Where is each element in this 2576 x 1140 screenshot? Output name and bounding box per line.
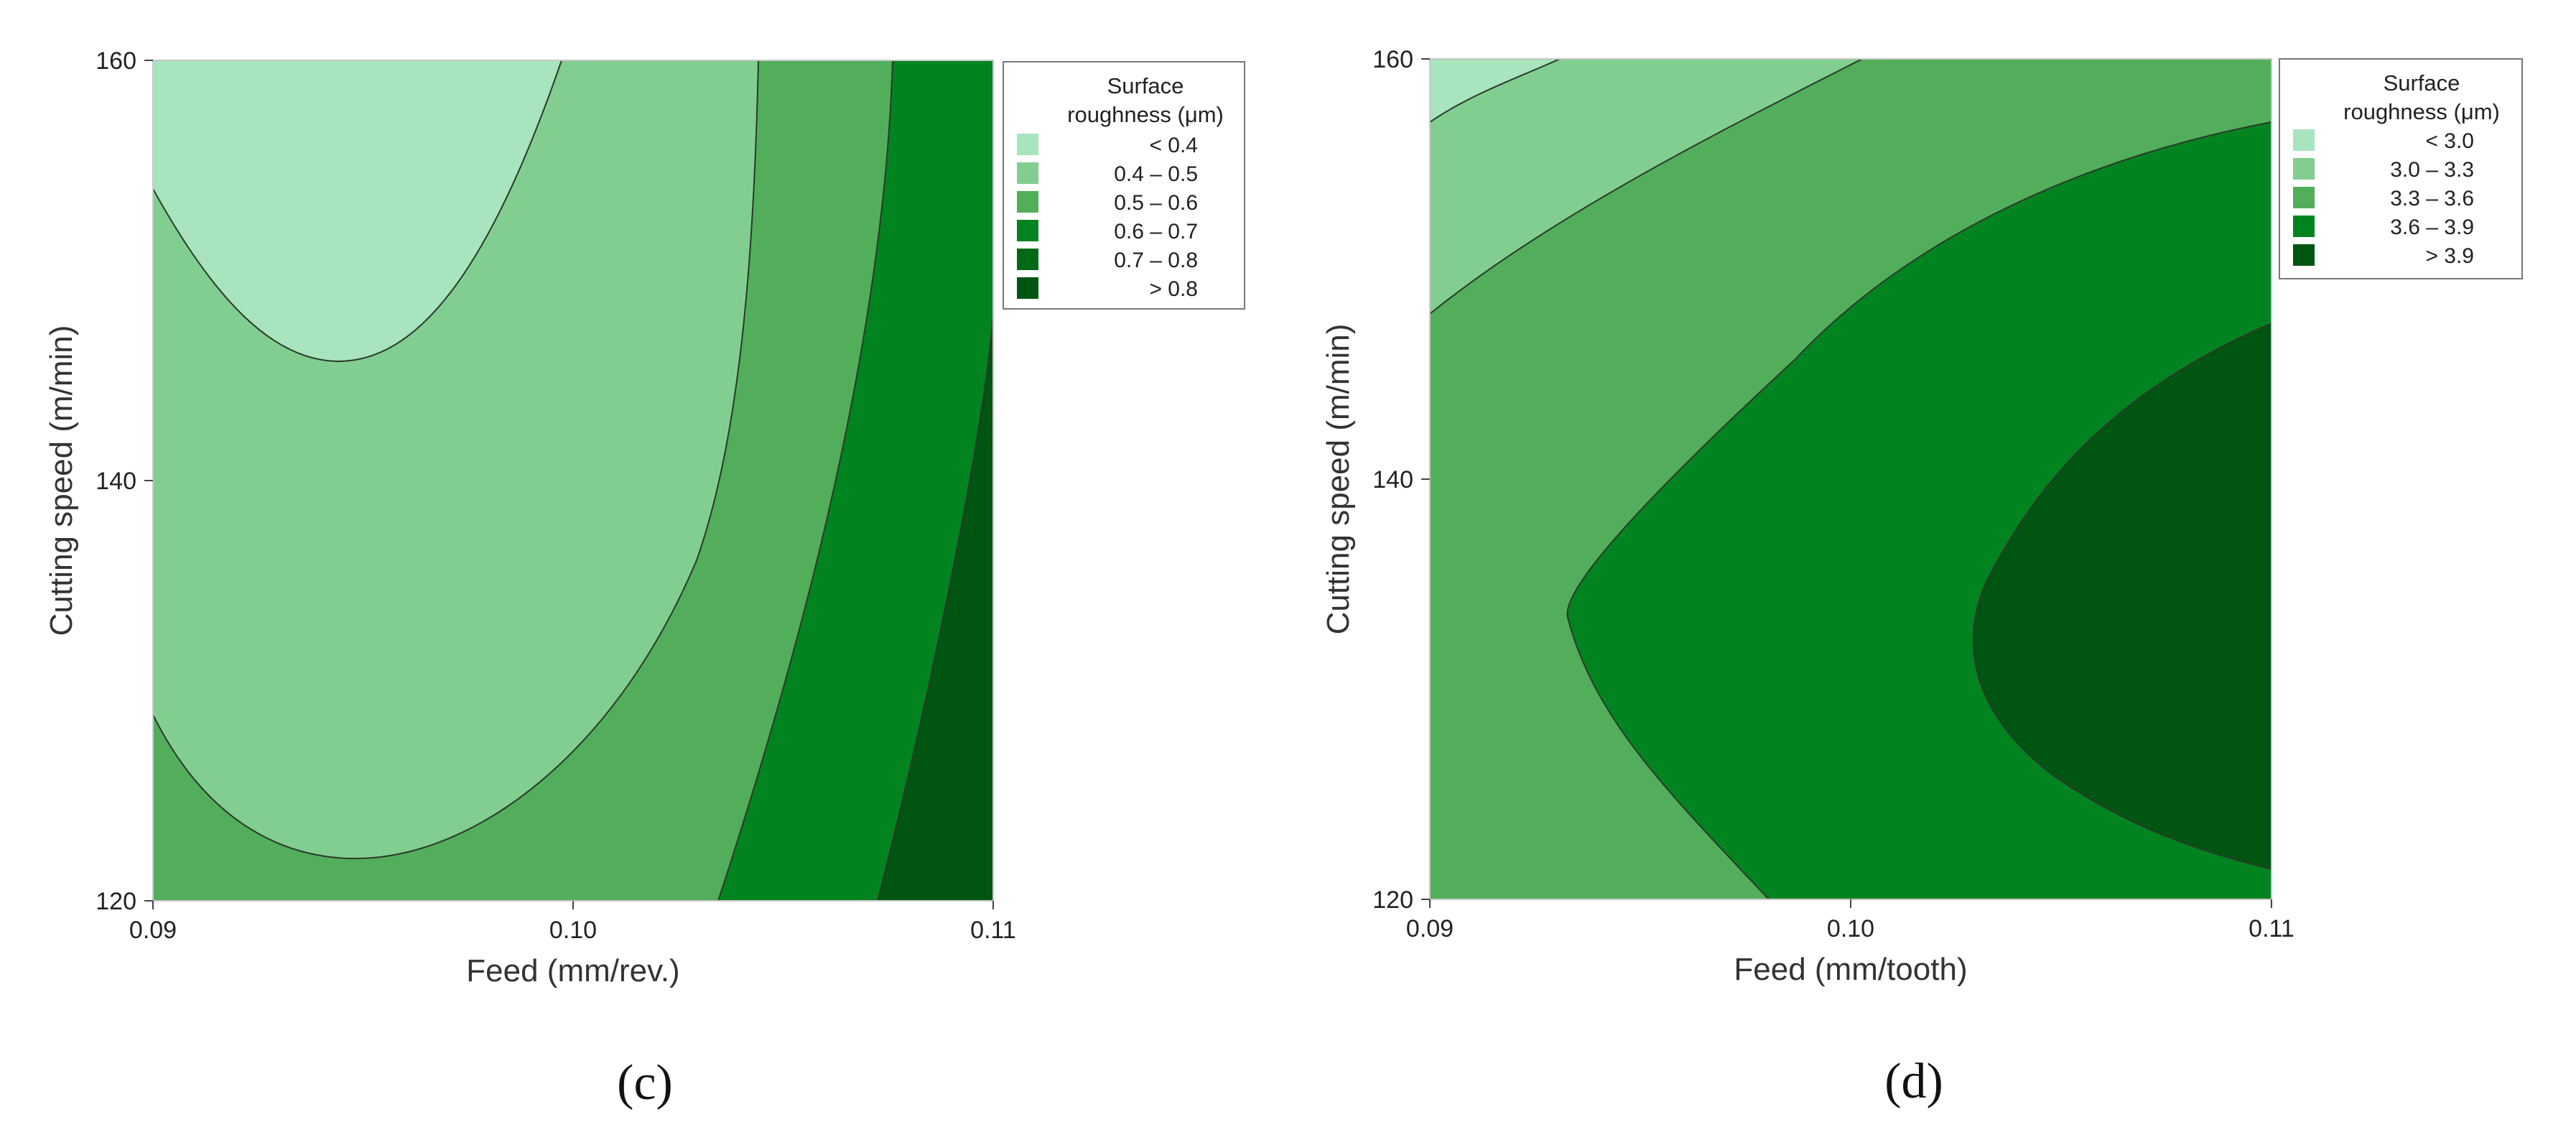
legend-label-c-2: 0.5 – 0.6: [1114, 191, 1198, 215]
legend-box-d: [2279, 58, 2523, 279]
y-tick-label-d-2: 160: [1372, 46, 1413, 73]
contour-region-c-0.6-0.7: [717, 60, 993, 901]
contour-region-c-gt-0.8: [876, 315, 993, 901]
legend-box-c: [1003, 61, 1245, 310]
legend-items-c: < 0.4 0.4 – 0.5 0.5 – 0.6 0.6 – 0.7 0.7 – 0.…: [1017, 134, 1198, 301]
y-axis-c: [144, 60, 153, 902]
x-tick-label-d-1: 0.10: [1827, 915, 1874, 942]
legend-label-d-3: 3.6 – 3.9: [2390, 216, 2474, 239]
legend-title-c-line-1: Surface: [1107, 73, 1184, 98]
legend-title-d-line-1: Surface: [2384, 70, 2460, 96]
legend-label-d-1: 3.0 – 3.3: [2390, 158, 2474, 182]
x-tick-label-c-1: 0.10: [549, 917, 597, 944]
y-axis-title-c: Cutting speed (m/min): [44, 325, 79, 636]
panel-label-c: (c): [617, 1055, 673, 1111]
y-axis-d: [1421, 58, 1430, 900]
x-tick-label-d-2: 0.11: [2249, 915, 2294, 942]
legend-d: Surface roughness (μm) < 3.0 3.0 – 3.3 3.3…: [2279, 58, 2523, 279]
legend-label-c-5: > 0.8: [1149, 277, 1198, 301]
y-tick-label-c-0: 120: [96, 888, 136, 915]
legend-swatch-c-2: [1017, 191, 1038, 213]
x-axis-c: [152, 901, 994, 909]
legend-label-c-0: < 0.4: [1149, 134, 1198, 157]
legend-label-c-4: 0.7 – 0.8: [1114, 249, 1198, 272]
legend-swatch-d-0: [2293, 129, 2315, 151]
y-tick-label-c-2: 160: [96, 47, 136, 75]
legend-swatch-c-0: [1017, 134, 1038, 155]
legend-swatch-d-2: [2293, 187, 2315, 208]
legend-items-d: < 3.0 3.0 – 3.3 3.3 – 3.6 3.6 – 3.9 > 3.9: [2293, 129, 2474, 268]
legend-swatch-c-4: [1017, 249, 1038, 270]
contour-region-d-3.0-3.3: [1430, 59, 1863, 315]
x-axis-d: [1429, 899, 2272, 908]
chart-panel-d: 0.09 0.10 0.11 120 140 160 Feed (mm/toot…: [1321, 46, 2523, 1109]
legend-title-d-line-2: roughness (μm): [2343, 99, 2500, 124]
legend-label-d-4: > 3.9: [2425, 244, 2474, 268]
contour-region-d-gt-3.9: [1972, 322, 2272, 871]
legend-title-c-line-2: roughness (μm): [1067, 102, 1224, 127]
contour-region-d-lt-3.0: [1430, 59, 1561, 124]
legend-label-c-3: 0.6 – 0.7: [1114, 220, 1198, 244]
y-tick-label-d-1: 140: [1372, 466, 1413, 493]
contour-plot-area-c: [153, 60, 993, 901]
contour-plot-area-d: [1430, 59, 2272, 899]
x-tick-label-c-0: 0.09: [129, 917, 177, 944]
x-tick-label-c-2: 0.11: [970, 917, 1016, 944]
x-axis-title-d: Feed (mm/tooth): [1734, 952, 1967, 987]
legend-swatch-c-3: [1017, 220, 1038, 241]
legend-label-c-1: 0.4 – 0.5: [1114, 162, 1198, 186]
legend-swatch-d-4: [2293, 244, 2315, 266]
y-tick-label-c-1: 140: [96, 468, 136, 495]
legend-swatch-c-1: [1017, 162, 1038, 184]
legend-label-d-0: < 3.0: [2425, 129, 2474, 153]
y-tick-label-d-0: 120: [1372, 886, 1413, 914]
chart-panel-c: 0.09 0.10 0.11 120 140 160 Feed (mm/rev.…: [44, 47, 1245, 1111]
y-axis-title-d: Cutting speed (m/min): [1321, 324, 1356, 635]
legend-label-d-2: 3.3 – 3.6: [2390, 187, 2474, 210]
x-axis-title-c: Feed (mm/rev.): [466, 953, 679, 988]
x-tick-label-d-0: 0.09: [1406, 915, 1454, 942]
legend-swatch-c-5: [1017, 277, 1038, 299]
contour-region-c-lt-0.4: [153, 60, 563, 363]
legend-swatch-d-3: [2293, 216, 2315, 237]
legend-swatch-d-1: [2293, 158, 2315, 180]
legend-c: Surface roughness (μm) < 0.4 0.4 – 0.5 0.5…: [1003, 61, 1245, 310]
panel-label-d: (d): [1884, 1054, 1943, 1109]
